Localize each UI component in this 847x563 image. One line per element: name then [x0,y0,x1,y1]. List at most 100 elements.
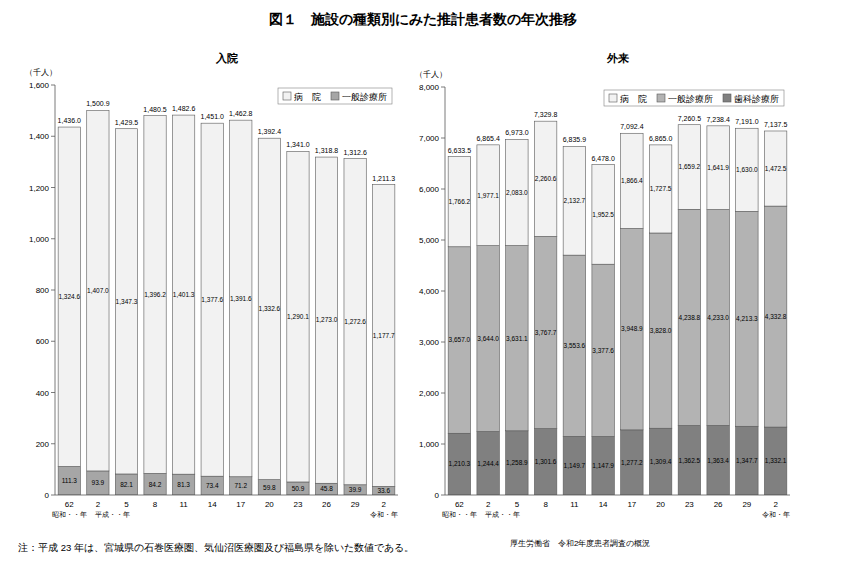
bar-segment [201,123,223,476]
bar-segment [258,480,280,495]
y-tick [441,189,445,190]
y-tick [441,495,445,496]
data-label: 82.1 [120,481,133,488]
bar-segment [373,185,395,487]
bar-segment [115,474,137,495]
bar-segment [58,466,80,495]
bar-segment [563,255,585,436]
background [0,0,847,563]
bar-segment [678,209,700,425]
total-label: 7,260.5 [678,115,701,122]
y-tick-label: 600 [36,337,50,346]
y-tick [51,341,55,342]
x-tick-label: 2 [486,500,491,509]
total-label: 1,482.6 [172,105,195,112]
bar-segment [230,120,252,477]
data-label: 3,767.7 [535,329,557,336]
y-tick-label: 1,200 [29,184,50,193]
bar-segment [58,127,80,466]
data-label: 2,132.7 [564,197,586,204]
legend-box [604,90,784,106]
legend: 病 院一般診療所歯科診療所 [604,90,784,106]
era-label: 平成・・年 [485,511,520,518]
data-label: 1,149.7 [564,462,586,469]
legend-swatch [723,94,731,102]
bar-segment [563,436,585,495]
data-label: 4,332.8 [765,313,787,320]
total-label: 6,633.5 [448,147,471,154]
x-tick-label: 29 [742,500,751,509]
data-label: 1,952.5 [592,211,614,218]
y-tick-label: 5,000 [419,236,440,245]
bar-segment [115,129,137,474]
data-label: 4,233.0 [707,314,729,321]
bar-segment [736,128,758,211]
x-tick-label: 8 [153,500,158,509]
y-tick-label: 7,000 [419,134,440,143]
y-tick-label: 4,000 [419,287,440,296]
y-tick-label: 200 [36,440,50,449]
bar-segment [315,483,337,495]
bar-segment [315,157,337,483]
bar-segment [144,473,166,495]
bar-segment [448,247,470,434]
bars [58,110,395,495]
data-label: 93.9 [92,479,105,486]
y-tick-label: 1,000 [419,440,440,449]
bar-segment [764,206,786,427]
legend: 病 院一般診療所 [278,88,392,104]
y-tick [51,443,55,444]
data-label: 39.9 [349,486,362,493]
bar-segment [534,121,556,236]
data-label: 3,948.9 [621,325,643,332]
bar-segment [707,126,729,210]
y-tick-label: 400 [36,389,50,398]
bar-segment [592,165,614,265]
x-tick-label: 62 [455,500,464,509]
data-label: 3,657.0 [449,336,471,343]
x-tick-label: 23 [294,500,303,509]
y-tick [441,291,445,292]
data-label: 1,347.7 [736,457,758,464]
x-tick-label: 11 [179,500,188,509]
total-label: 6,478.0 [591,155,614,162]
legend-label: 病 院 [620,94,647,104]
x-tick-label: 26 [322,500,331,509]
bar-segment [230,477,252,495]
data-label: 2,083.0 [506,189,528,196]
x-tick-label: 26 [714,500,723,509]
legend-swatch [283,92,291,100]
x-tick-label: 11 [570,500,579,509]
data-label: 1,258.9 [506,459,528,466]
total-label: 1,312.6 [343,149,366,156]
data-labels: 1,210.31,244.41,258.91,301.61,149.71,147… [448,111,788,469]
bar-segment [287,482,309,495]
chart-title: 入院 [215,52,238,65]
bar-segment [621,133,643,228]
data-label: 1,290.1 [287,313,309,320]
total-label: 1,341.0 [286,141,309,148]
y-tick [51,290,55,291]
data-label: 4,238.8 [679,314,701,321]
data-label: 3,631.1 [506,335,528,342]
bar-segment [506,246,528,431]
x-tick-label: 23 [685,500,694,509]
x-tick-label: 2 [773,500,778,509]
data-label: 1,324.6 [58,293,80,300]
bar-segment [707,210,729,426]
data-label: 1,977.1 [477,192,499,199]
era-label: 昭和・・年 [52,511,87,518]
y-tick [51,495,55,496]
data-label: 1,332.1 [765,457,787,464]
bar-segment [649,428,671,495]
y-tick-label: 1,400 [29,132,50,141]
x-tick-label: 29 [351,500,360,509]
legend-swatch [609,94,617,102]
x-tick-label: 17 [627,500,636,509]
data-label: 84.2 [149,481,162,488]
bar-segment [649,233,671,428]
data-label: 1,766.2 [449,198,471,205]
data-label: 3,377.6 [592,347,614,354]
y-tick [441,444,445,445]
total-label: 7,238.4 [706,116,729,123]
